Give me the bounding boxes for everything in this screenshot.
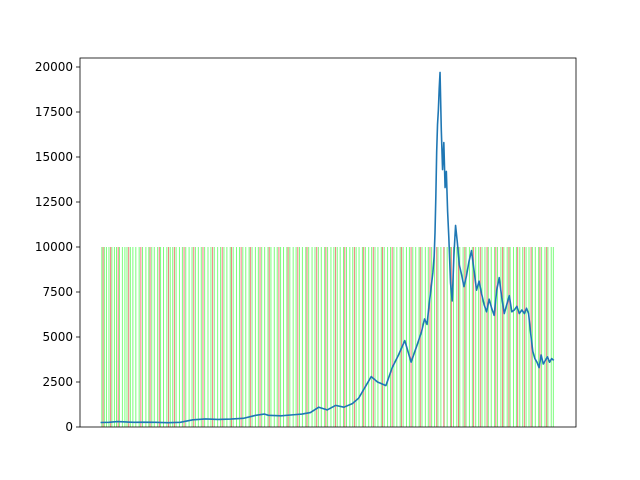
y-tick-label-2: 5000 [42, 330, 73, 344]
y-axis: 0 2500 5000 7500 10000 12500 15000 17500 20000 [35, 60, 80, 434]
y-tick-label-7: 17500 [35, 105, 73, 119]
axes-frame [79, 57, 577, 428]
green-signal-lines [101, 247, 554, 427]
y-tick-label-0: 0 [65, 420, 73, 434]
y-tick-label-3: 7500 [42, 285, 73, 299]
y-tick-label-8: 20000 [35, 60, 73, 74]
price-series-line [100, 71, 555, 424]
red-signal-lines [102, 247, 548, 427]
y-tick-label-1: 2500 [42, 375, 73, 389]
y-tick-label-6: 15000 [35, 150, 73, 164]
y-tick-label-4: 10000 [35, 240, 73, 254]
y-tick-label-5: 12500 [35, 195, 73, 209]
